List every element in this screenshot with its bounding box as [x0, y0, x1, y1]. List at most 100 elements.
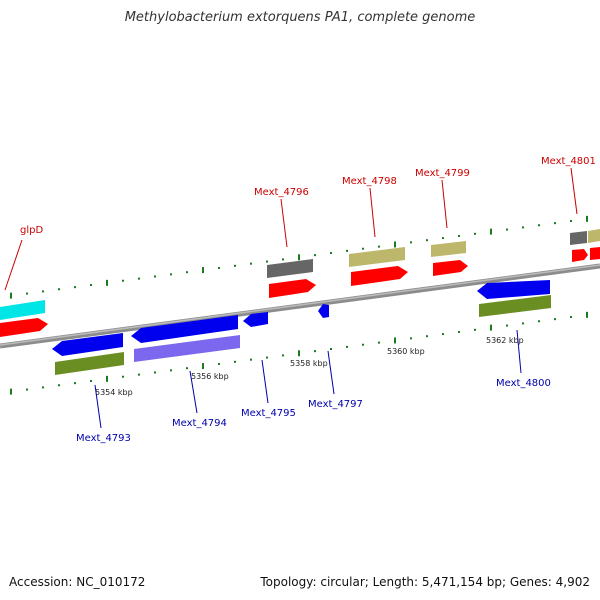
- forward-tick: [202, 267, 204, 274]
- forward-gene-labels: glpD Mext_4796 Mext_4798 Mext_4799 Mext_…: [4, 156, 596, 291]
- gene-label-mext-4794: Mext_4794: [172, 418, 227, 429]
- forward-tick: [586, 215, 588, 222]
- mext-4793-cds-arrow: [52, 333, 123, 356]
- reverse-tick: [58, 384, 60, 387]
- reverse-tick: [538, 320, 540, 323]
- reverse-tick: [410, 337, 412, 340]
- forward-tick: [506, 228, 508, 231]
- reverse-tick: [282, 354, 284, 357]
- reverse-tick: [490, 324, 492, 331]
- forward-tick: [346, 249, 348, 252]
- mext-4800-cds-arrow: [477, 280, 550, 299]
- reverse-tick: [266, 356, 268, 359]
- reverse-tick: [506, 324, 508, 327]
- reverse-tick: [170, 369, 172, 372]
- forward-tick: [90, 284, 92, 286]
- gene-label-mext-4798: Mext_4798: [342, 176, 397, 187]
- forward-tick: [58, 288, 60, 291]
- mext-4795-cds-arrow: [243, 312, 268, 327]
- gene-label-mext-4796: Mext_4796: [254, 187, 309, 198]
- scale-label: 5360 kbp: [387, 347, 425, 356]
- genome-backbone: [0, 263, 600, 349]
- mext-4796-cds-arrow: [269, 279, 316, 298]
- glpD-feature-bar: [0, 300, 45, 320]
- reverse-tick: [394, 337, 396, 344]
- map-title: Methylobacterium extorquens PA1, complet…: [124, 10, 476, 25]
- mext-4801-cds-arrow-a: [572, 249, 588, 262]
- glpD-cds-arrow: [0, 318, 48, 337]
- forward-tick: [458, 234, 460, 237]
- reverse-tick: [314, 350, 316, 353]
- reverse-tick: [362, 343, 364, 346]
- forward-tick: [74, 286, 76, 289]
- reverse-tick: [74, 382, 76, 385]
- reverse-tick: [474, 328, 476, 331]
- forward-tick: [538, 224, 540, 227]
- forward-tick: [490, 228, 492, 235]
- forward-tick: [554, 222, 556, 225]
- forward-tick: [522, 226, 524, 229]
- feature-bars: [0, 229, 600, 375]
- reverse-tick: [330, 348, 332, 350]
- gene-label-glpD: glpD: [20, 225, 43, 236]
- reverse-tick: [378, 341, 380, 344]
- scale-labels: 5354 kbp 5356 kbp 5358 kbp 5360 kbp 5362…: [95, 336, 524, 397]
- reverse-gene-labels: Mext_4793 Mext_4794 Mext_4795 Mext_4797 …: [76, 329, 551, 444]
- gene-label-mext-4793: Mext_4793: [76, 433, 131, 444]
- mext-4798-cds-arrow: [351, 266, 408, 286]
- forward-tick: [42, 290, 44, 293]
- mext-4801-cds-arrow-b: [590, 247, 600, 260]
- reverse-tick: [346, 345, 348, 348]
- mext-4800-feature-bar: [479, 295, 551, 317]
- mext-4801-feature-bar-khaki: [588, 229, 600, 243]
- scale-label: 5354 kbp: [95, 388, 133, 397]
- reverse-tick: [90, 380, 92, 382]
- forward-tick: [378, 245, 380, 248]
- scale-label: 5362 kbp: [486, 336, 524, 345]
- forward-tick: [106, 279, 108, 286]
- reverse-tick: [186, 367, 188, 370]
- reverse-tick: [554, 318, 556, 321]
- reverse-tick: [442, 333, 444, 336]
- forward-tick: [154, 275, 156, 278]
- mext-4799-cds-arrow: [433, 260, 468, 276]
- mext-4796-feature-bar: [267, 259, 313, 278]
- reverse-tick: [298, 350, 300, 357]
- forward-tick: [266, 260, 268, 263]
- gene-label-mext-4801: Mext_4801: [541, 156, 596, 167]
- forward-tick: [138, 277, 140, 280]
- gene-label-mext-4800: Mext_4800: [496, 378, 551, 389]
- forward-tick: [426, 239, 428, 242]
- scale-label: 5358 kbp: [290, 359, 328, 368]
- reverse-tick: [10, 388, 12, 395]
- forward-tick: [362, 247, 364, 250]
- mext-4801-feature-bar-gray: [570, 231, 587, 245]
- reverse-tick: [586, 311, 588, 318]
- forward-tick: [122, 279, 124, 282]
- reverse-tick: [250, 358, 252, 361]
- forward-tick: [442, 237, 444, 240]
- mext-4799-feature-bar: [431, 241, 466, 257]
- reverse-tick: [234, 360, 236, 363]
- forward-tick: [330, 252, 332, 254]
- reverse-tick: [42, 386, 44, 389]
- gene-label-mext-4797: Mext_4797: [308, 399, 363, 410]
- forward-tick: [570, 220, 572, 222]
- forward-tick: [170, 273, 172, 276]
- reverse-tick: [522, 322, 524, 325]
- accession-text: Accession: NC_010172: [9, 575, 146, 589]
- reverse-tick: [122, 375, 124, 378]
- reverse-tick: [26, 388, 28, 391]
- mext-4798-feature-bar: [349, 247, 405, 267]
- mext-4794-cds-arrow: [131, 315, 238, 343]
- reverse-tick: [426, 335, 428, 338]
- forward-tick: [10, 292, 12, 299]
- forward-tick: [218, 266, 220, 269]
- forward-tick: [474, 232, 476, 235]
- forward-tick-row: [10, 215, 588, 299]
- forward-tick: [186, 271, 188, 274]
- mext-4797-cds-arrow: [318, 304, 329, 318]
- reverse-tick-row: [10, 311, 588, 395]
- gene-label-mext-4799: Mext_4799: [415, 168, 470, 179]
